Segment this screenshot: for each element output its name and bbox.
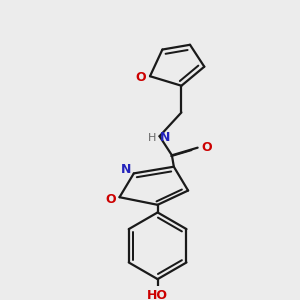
Text: O: O — [202, 141, 212, 154]
Text: HO: HO — [147, 289, 168, 300]
Text: N: N — [121, 163, 131, 176]
Text: O: O — [106, 193, 116, 206]
Text: O: O — [135, 71, 146, 84]
Text: N: N — [160, 131, 170, 144]
Text: H: H — [148, 133, 156, 143]
